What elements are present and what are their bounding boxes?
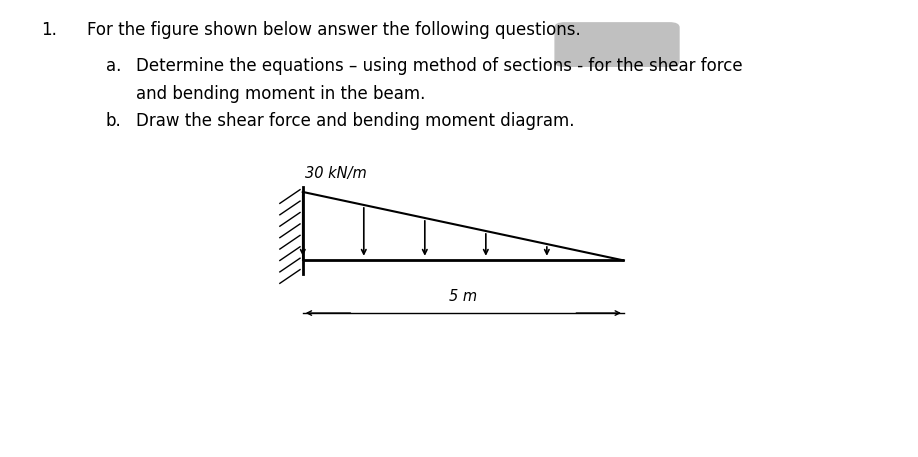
Text: 1.: 1. [41, 21, 57, 38]
Text: a.: a. [106, 57, 121, 75]
Text: 5 m: 5 m [449, 289, 477, 304]
Text: For the figure shown below answer the following questions.: For the figure shown below answer the fo… [87, 21, 581, 38]
Text: b.: b. [106, 112, 121, 130]
Text: Draw the shear force and bending moment diagram.: Draw the shear force and bending moment … [136, 112, 575, 130]
FancyBboxPatch shape [555, 23, 679, 66]
Text: and bending moment in the beam.: and bending moment in the beam. [136, 85, 425, 102]
Text: 30 kN/m: 30 kN/m [305, 165, 366, 181]
Text: Determine the equations – using method of sections - for the shear force: Determine the equations – using method o… [136, 57, 743, 75]
